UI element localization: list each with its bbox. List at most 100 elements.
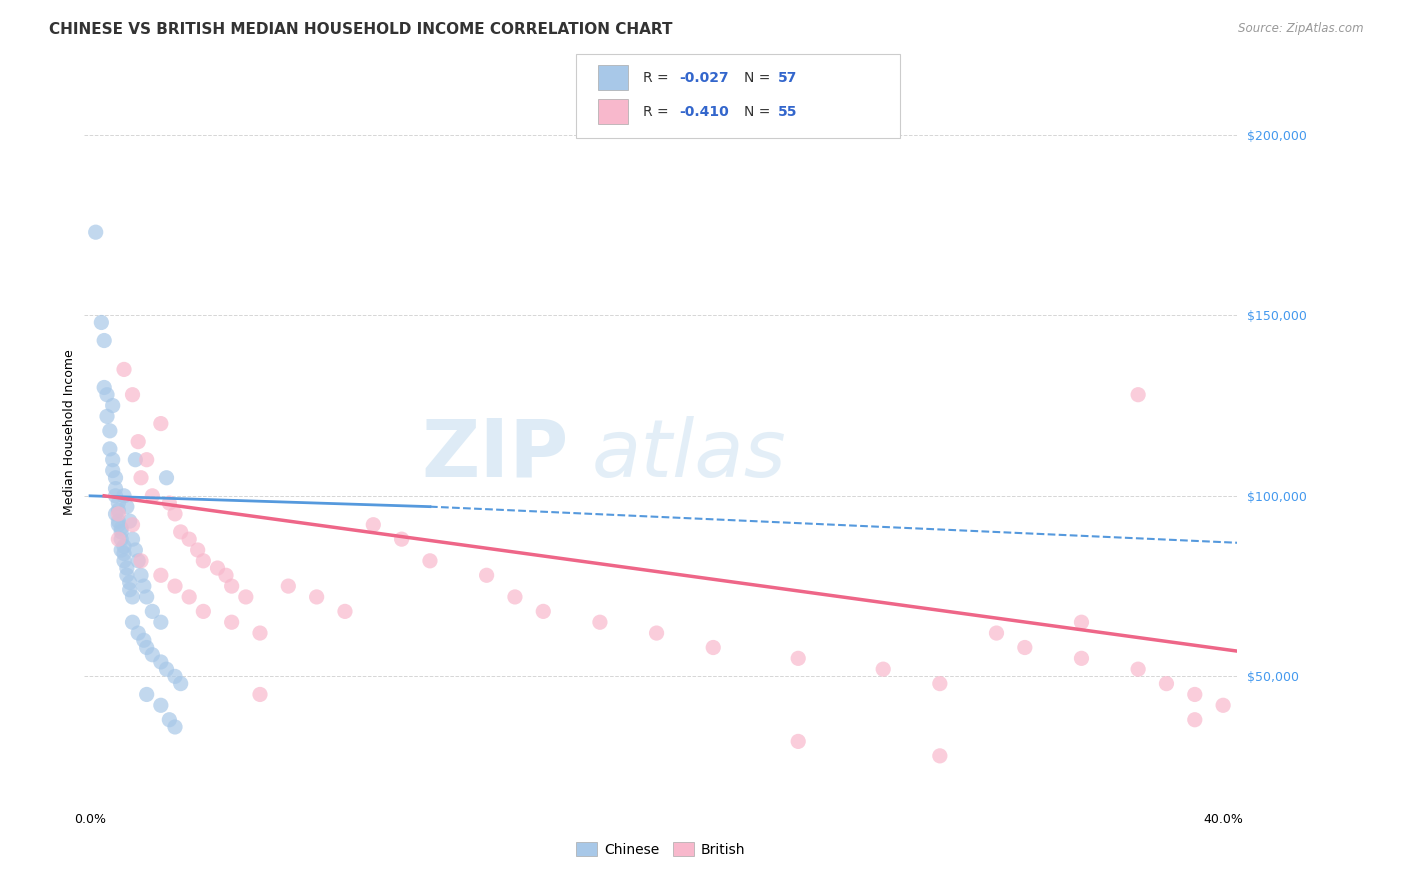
Point xyxy=(207,561,229,575)
Point xyxy=(221,579,243,593)
Text: -0.410: -0.410 xyxy=(679,104,728,119)
Point xyxy=(107,507,129,521)
Point xyxy=(107,532,129,546)
Point xyxy=(104,471,127,485)
Point xyxy=(118,582,141,597)
Point xyxy=(101,399,124,413)
Legend: Chinese, British: Chinese, British xyxy=(571,837,751,863)
Point xyxy=(419,554,441,568)
Point xyxy=(96,409,118,424)
Point xyxy=(121,590,143,604)
Point xyxy=(112,489,135,503)
Point xyxy=(96,387,118,401)
Point xyxy=(1184,713,1206,727)
Point xyxy=(149,655,172,669)
Point xyxy=(1126,662,1149,676)
Point xyxy=(589,615,612,630)
Point xyxy=(110,521,132,535)
Point xyxy=(129,554,152,568)
Point xyxy=(170,676,193,690)
Point xyxy=(118,575,141,590)
Point xyxy=(104,482,127,496)
Text: N =: N = xyxy=(744,104,775,119)
Point xyxy=(93,380,115,394)
Y-axis label: Median Household Income: Median Household Income xyxy=(63,350,76,516)
Point xyxy=(107,514,129,528)
Point xyxy=(157,496,180,510)
Point xyxy=(872,662,894,676)
Point xyxy=(163,669,186,683)
Point xyxy=(141,604,163,618)
Text: ZIP: ZIP xyxy=(422,416,568,494)
Point xyxy=(986,626,1008,640)
Point xyxy=(135,590,157,604)
Point xyxy=(135,640,157,655)
Text: atlas: atlas xyxy=(592,416,786,494)
Point xyxy=(121,532,143,546)
Point xyxy=(127,626,149,640)
Point xyxy=(1014,640,1036,655)
Point xyxy=(149,615,172,630)
Point xyxy=(787,651,810,665)
Point xyxy=(475,568,498,582)
Point xyxy=(249,626,271,640)
Point xyxy=(118,514,141,528)
Point xyxy=(101,452,124,467)
Point xyxy=(135,688,157,702)
Point xyxy=(163,579,186,593)
Point xyxy=(333,604,356,618)
Text: Source: ZipAtlas.com: Source: ZipAtlas.com xyxy=(1239,22,1364,36)
Point xyxy=(391,532,413,546)
Point xyxy=(1212,698,1234,713)
Point xyxy=(149,417,172,431)
Text: 55: 55 xyxy=(778,104,797,119)
Point xyxy=(121,615,143,630)
Point xyxy=(104,489,127,503)
Text: -0.027: -0.027 xyxy=(679,70,728,85)
Point xyxy=(193,604,215,618)
Point xyxy=(129,471,152,485)
Point xyxy=(132,633,155,648)
Point xyxy=(170,524,193,539)
Point xyxy=(104,507,127,521)
Point xyxy=(928,748,950,763)
Point xyxy=(1184,688,1206,702)
Point xyxy=(363,517,385,532)
Point xyxy=(155,662,177,676)
Point xyxy=(277,579,299,593)
Point xyxy=(124,452,146,467)
Point xyxy=(115,568,138,582)
Point xyxy=(127,554,149,568)
Point xyxy=(101,464,124,478)
Point xyxy=(121,387,143,401)
Point xyxy=(141,648,163,662)
Point xyxy=(112,362,135,376)
Point xyxy=(702,640,724,655)
Point xyxy=(157,713,180,727)
Point xyxy=(193,554,215,568)
Point xyxy=(112,540,135,554)
Point xyxy=(1126,387,1149,401)
Point xyxy=(132,579,155,593)
Text: R =: R = xyxy=(643,104,672,119)
Point xyxy=(235,590,257,604)
Point xyxy=(149,698,172,713)
Point xyxy=(84,225,107,239)
Point xyxy=(1156,676,1178,690)
Point xyxy=(221,615,243,630)
Point xyxy=(141,489,163,503)
Point xyxy=(163,507,186,521)
Point xyxy=(110,524,132,539)
Point xyxy=(124,543,146,558)
Point xyxy=(928,676,950,690)
Point xyxy=(187,543,209,558)
Point xyxy=(110,532,132,546)
Point xyxy=(112,547,135,561)
Point xyxy=(115,500,138,514)
Text: 57: 57 xyxy=(778,70,797,85)
Point xyxy=(107,503,129,517)
Point xyxy=(1070,651,1092,665)
Point xyxy=(531,604,554,618)
Point xyxy=(179,532,201,546)
Point xyxy=(1070,615,1092,630)
